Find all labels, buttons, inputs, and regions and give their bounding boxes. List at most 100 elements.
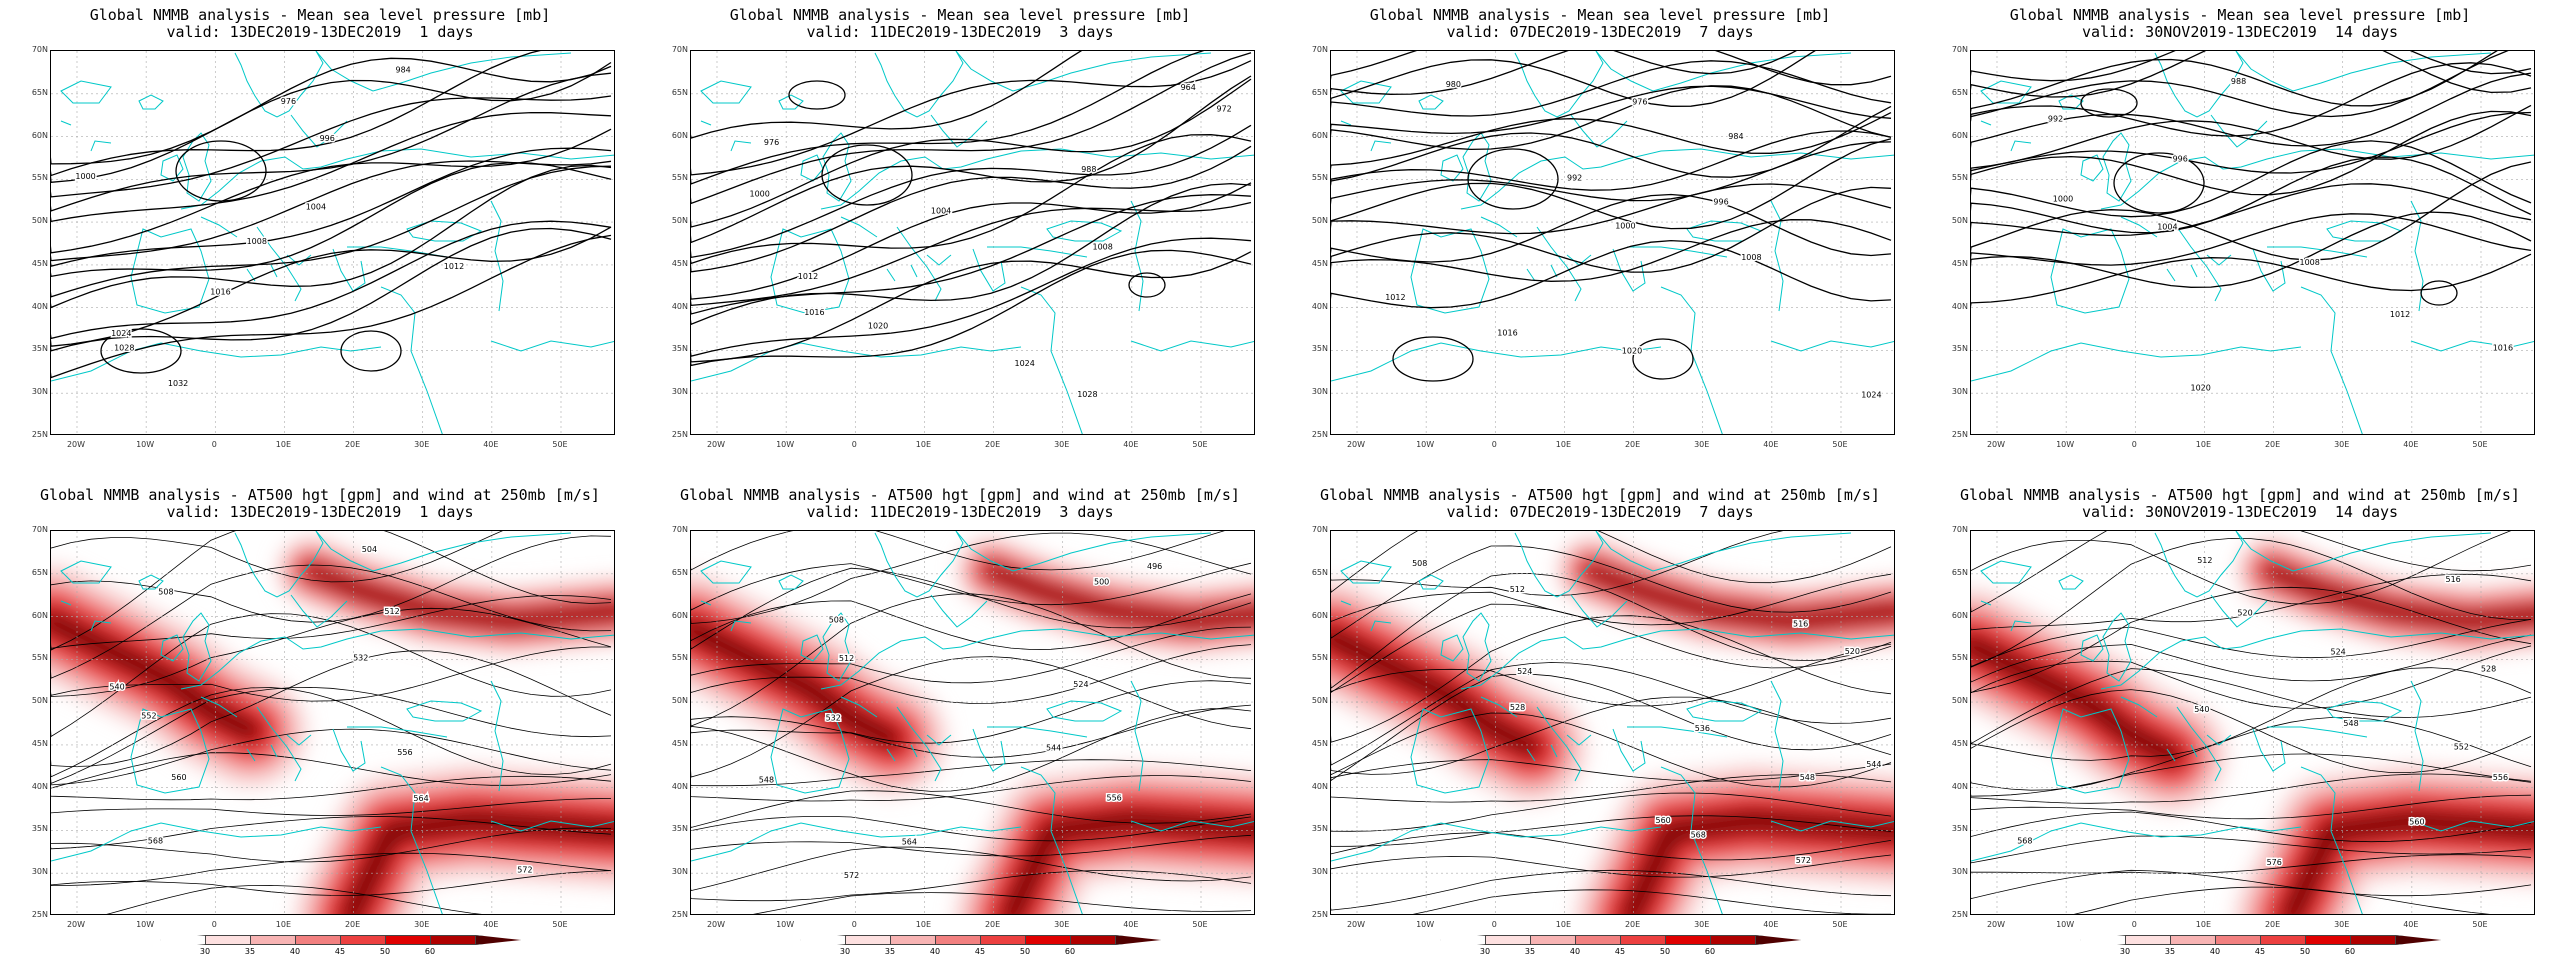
latitude-label: 35N	[1951, 824, 1968, 834]
hgt-contour-label: 520	[1845, 647, 1860, 656]
mslp-contour-label: 1004	[2157, 222, 2177, 231]
hgt-contour-label: 528	[2481, 665, 2496, 674]
latitude-label: 70N	[31, 45, 48, 54]
longitude-label: 50E	[1832, 920, 1848, 929]
longitude-label: 50E	[1192, 440, 1208, 449]
mslp-contour-label: 1024	[111, 329, 131, 338]
latitude-label: 30N	[31, 867, 48, 877]
mslp-contour-label: 1004	[306, 202, 326, 211]
colorbar-swatch	[1530, 935, 1576, 945]
colorbar-tick-label: 45	[334, 947, 346, 956]
hgt-contour-label: 524	[1517, 667, 1532, 676]
latitude-label: 50N	[31, 696, 48, 706]
mslp-contour-label: 1000	[2053, 195, 2073, 204]
mslp-contour-label: 1016	[210, 288, 230, 297]
colorbar-swatch	[1575, 935, 1621, 945]
pressure-map: 984 976 996 1000 1004 1008 1012 1016 1024 1028 103…	[50, 50, 615, 435]
latitude-label: 45N	[31, 738, 48, 748]
map-panel: Global NMMB analysis - Mean sea level pr…	[0, 0, 640, 480]
mslp-contour-label: 988	[1081, 165, 1096, 174]
pressure-map: 988 992 996 1000 1004 1008 1012 1016 1020	[1970, 50, 2535, 435]
longitude-label: 40E	[1123, 920, 1139, 929]
hgt-contour-label: 532	[353, 653, 368, 662]
panel-valid-period: valid: 13DEC2019-13DEC2019 1 days	[166, 23, 474, 41]
pressure-map: 964 972 976 988 1000 1004 1008 1012 1016 1020 1024…	[690, 50, 1255, 435]
mslp-contour-label: 996	[1713, 197, 1728, 206]
hgt-contour-label: 552	[2454, 743, 2469, 752]
colorbar-tick-label: 30	[2119, 947, 2131, 956]
latitude-label: 30N	[31, 387, 48, 397]
hgt-contour-label: 556	[397, 748, 412, 757]
colorbar-tick-label: 45	[974, 947, 986, 956]
mslp-contour-label: 996	[2173, 154, 2188, 163]
panel-valid-period: valid: 11DEC2019-13DEC2019 3 days	[806, 503, 1114, 521]
colorbar-swatch	[340, 935, 386, 945]
longitude-label: 20E	[344, 920, 361, 929]
longitude-label: 20E	[984, 920, 1001, 929]
latitude-label: 55N	[671, 653, 688, 663]
hgt-contour-label: 536	[1695, 724, 1710, 733]
panel-title: Global NMMB analysis - Mean sea level pr…	[729, 6, 1191, 24]
map-canvas: 980 976 984 992 996 1000 1008 1012 1016 1020 1024	[1331, 51, 1894, 434]
latitude-label: 25N	[1311, 430, 1328, 439]
longitude-label: 50E	[1832, 440, 1848, 449]
hgt-contour-label: 564	[413, 794, 428, 803]
latitude-label: 40N	[31, 301, 48, 311]
latitude-label: 50N	[1311, 696, 1328, 706]
colorbar-tick-label: 50	[2299, 947, 2311, 956]
latitude-label: 55N	[1311, 173, 1328, 183]
latitude-label: 30N	[1311, 867, 1328, 877]
mslp-contour-label: 976	[281, 97, 296, 106]
pressure-map: 980 976 984 992 996 1000 1008 1012 1016 1020 1024	[1330, 50, 1895, 435]
height-wind-map: 508 512 516 520 524 528 536 544 548 560 568 572	[1330, 530, 1895, 915]
latitude-label: 55N	[31, 653, 48, 663]
longitude-label: 10W	[1416, 440, 1435, 449]
map-canvas: 512 516 520 524 528 540 548 552 556 560 568 576	[1971, 531, 2534, 914]
latitude-label: 65N	[1951, 567, 1968, 577]
longitude-label: 0	[2131, 920, 2137, 929]
colorbar-tick-label: 30	[1479, 947, 1491, 956]
latitude-label: 60N	[31, 610, 48, 620]
latitude-label: 45N	[1311, 258, 1328, 268]
latitude-label: 25N	[1951, 910, 1968, 919]
latitude-label: 50N	[1951, 696, 1968, 706]
latitude-label: 35N	[31, 344, 48, 354]
longitude-label: 0	[2131, 440, 2137, 449]
latitude-label: 40N	[1311, 781, 1328, 791]
mslp-contour-label: 992	[2048, 114, 2063, 123]
mslp-contour-label: 1016	[804, 308, 824, 317]
longitude-label: 40E	[2403, 920, 2419, 929]
mslp-contour-label: 984	[1728, 132, 1743, 141]
hgt-contour-label: 568	[2017, 836, 2032, 845]
hgt-contour-label: 508	[829, 616, 844, 625]
longitude-label: 40E	[1763, 920, 1779, 929]
latitude-label: 35N	[1311, 344, 1328, 354]
hgt-contour-label: 528	[1510, 703, 1525, 712]
latitude-label: 35N	[1311, 824, 1328, 834]
latitude-label: 50N	[671, 216, 688, 226]
longitude-label: 40E	[483, 920, 499, 929]
colorbar-swatch	[2260, 935, 2306, 945]
latitude-label: 70N	[1951, 525, 1968, 534]
colorbar-tick-label: 30	[199, 947, 211, 956]
colorbar-swatch	[1710, 935, 1756, 945]
mslp-contour-label: 972	[1217, 105, 1232, 114]
hgt-contour-label: 548	[1800, 773, 1815, 782]
latitude-label: 25N	[671, 430, 688, 439]
latitude-label: 45N	[1951, 738, 1968, 748]
longitude-label: 10W	[2056, 920, 2075, 929]
latitude-label: 70N	[1311, 525, 1328, 534]
longitude-label: 10W	[776, 440, 795, 449]
latitude-label: 70N	[671, 525, 688, 534]
latitude-label: 45N	[31, 258, 48, 268]
colorbar-tick-label: 30	[839, 947, 851, 956]
colorbar-swatch	[980, 935, 1026, 945]
panel-title: Global NMMB analysis - AT500 hgt [gpm] a…	[680, 486, 1240, 504]
latitude-label: 30N	[671, 387, 688, 397]
mslp-contour-label: 980	[1446, 80, 1461, 89]
colorbar-swatch	[1755, 935, 1801, 945]
mslp-contour-label: 1000	[750, 190, 770, 199]
longitude-label: 50E	[552, 440, 568, 449]
latitude-label: 45N	[671, 738, 688, 748]
latitude-label: 35N	[671, 344, 688, 354]
